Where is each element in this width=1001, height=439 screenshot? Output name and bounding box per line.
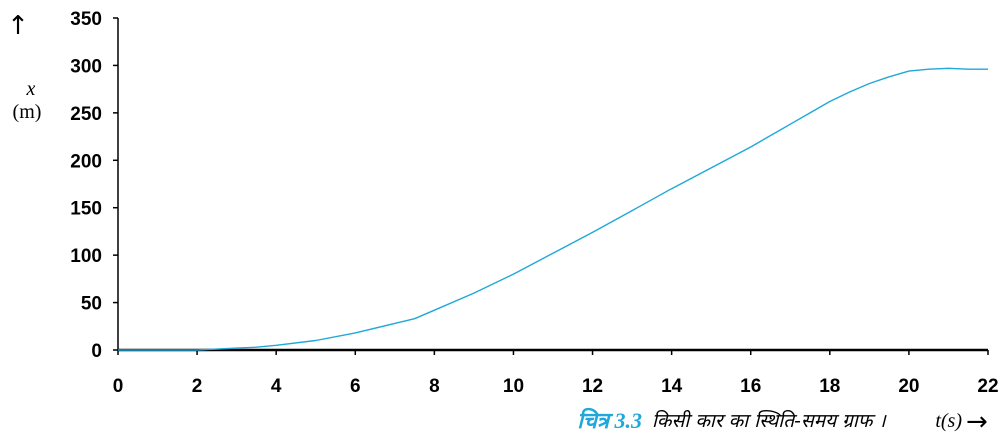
y-tick-label: 50 xyxy=(81,294,102,315)
x-axis: 0 2 4 6 8 10 12 14 16 18 20 22 xyxy=(113,348,999,397)
x-tick-label: 20 xyxy=(898,376,919,397)
x-tick-label: 18 xyxy=(819,376,840,397)
x-tick-label: 2 xyxy=(192,376,203,397)
x-ticks: 0 2 4 6 8 10 12 14 16 18 20 22 xyxy=(113,350,999,397)
y-axis-label-var: x xyxy=(26,78,36,100)
y-tick-label: 250 xyxy=(70,104,102,125)
y-tick-label: 100 xyxy=(70,246,102,267)
series-group xyxy=(118,67,988,351)
x-tick-label: 8 xyxy=(429,376,440,397)
x-tick-label: 4 xyxy=(271,376,282,397)
x-tick-label: 0 xyxy=(113,376,124,397)
y-tick-label: 300 xyxy=(70,56,102,77)
x-tick-label: 12 xyxy=(582,376,603,397)
y-axis: 0 50 100 150 200 250 300 350 xyxy=(70,9,119,362)
x-axis-arrow: → xyxy=(966,407,988,437)
caption-text: किसी कार का स्थिति-समय ग्राफ । xyxy=(652,409,887,432)
y-ticks: 0 50 100 150 200 250 300 350 xyxy=(70,9,118,362)
y-tick-label: 0 xyxy=(91,341,102,362)
series-line-0 xyxy=(118,67,988,351)
x-tick-label: 14 xyxy=(661,376,683,397)
caption-label: चित्र 3.3 xyxy=(577,407,642,433)
x-tick-label: 22 xyxy=(977,376,998,397)
x-tick-label: 10 xyxy=(503,376,524,397)
x-tick-label: 16 xyxy=(740,376,761,397)
x-tick-label: 6 xyxy=(350,376,361,397)
x-axis-label-group: t(s) → xyxy=(935,407,987,437)
y-tick-label: 150 xyxy=(70,199,102,220)
y-tick-label: 200 xyxy=(70,151,102,172)
figure-caption: चित्र 3.3 किसी कार का स्थिति-समय ग्राफ । xyxy=(577,407,887,433)
y-tick-label: 350 xyxy=(70,9,102,30)
x-axis-label: t(s) xyxy=(935,410,962,432)
y-axis-label-unit: (m) xyxy=(13,101,42,123)
y-axis-arrow: ↑ xyxy=(7,11,29,41)
